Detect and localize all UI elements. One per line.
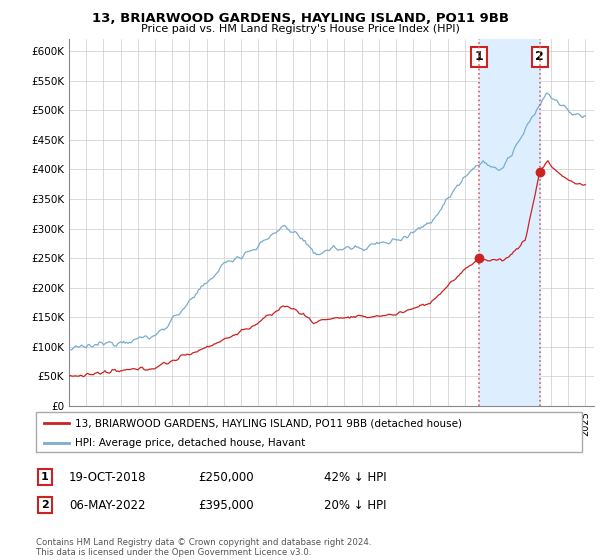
Text: 42% ↓ HPI: 42% ↓ HPI: [324, 470, 386, 484]
Text: 1: 1: [41, 472, 49, 482]
Text: This data is licensed under the Open Government Licence v3.0.: This data is licensed under the Open Gov…: [36, 548, 311, 557]
Text: £395,000: £395,000: [198, 498, 254, 512]
Point: [474, 254, 484, 263]
Text: 19-OCT-2018: 19-OCT-2018: [69, 470, 146, 484]
FancyBboxPatch shape: [36, 412, 582, 452]
Text: 1: 1: [474, 50, 483, 63]
Text: 20% ↓ HPI: 20% ↓ HPI: [324, 498, 386, 512]
Text: £250,000: £250,000: [198, 470, 254, 484]
Text: HPI: Average price, detached house, Havant: HPI: Average price, detached house, Hava…: [76, 438, 305, 448]
Text: 13, BRIARWOOD GARDENS, HAYLING ISLAND, PO11 9BB (detached house): 13, BRIARWOOD GARDENS, HAYLING ISLAND, P…: [76, 418, 463, 428]
Text: 2: 2: [41, 500, 49, 510]
Text: 13, BRIARWOOD GARDENS, HAYLING ISLAND, PO11 9BB: 13, BRIARWOOD GARDENS, HAYLING ISLAND, P…: [91, 12, 509, 25]
Text: 2: 2: [535, 50, 544, 63]
Bar: [479, 39, 540, 406]
Text: Contains HM Land Registry data © Crown copyright and database right 2024.: Contains HM Land Registry data © Crown c…: [36, 538, 371, 547]
Point: [535, 168, 545, 177]
Text: 06-MAY-2022: 06-MAY-2022: [69, 498, 146, 512]
Text: Price paid vs. HM Land Registry's House Price Index (HPI): Price paid vs. HM Land Registry's House …: [140, 24, 460, 34]
